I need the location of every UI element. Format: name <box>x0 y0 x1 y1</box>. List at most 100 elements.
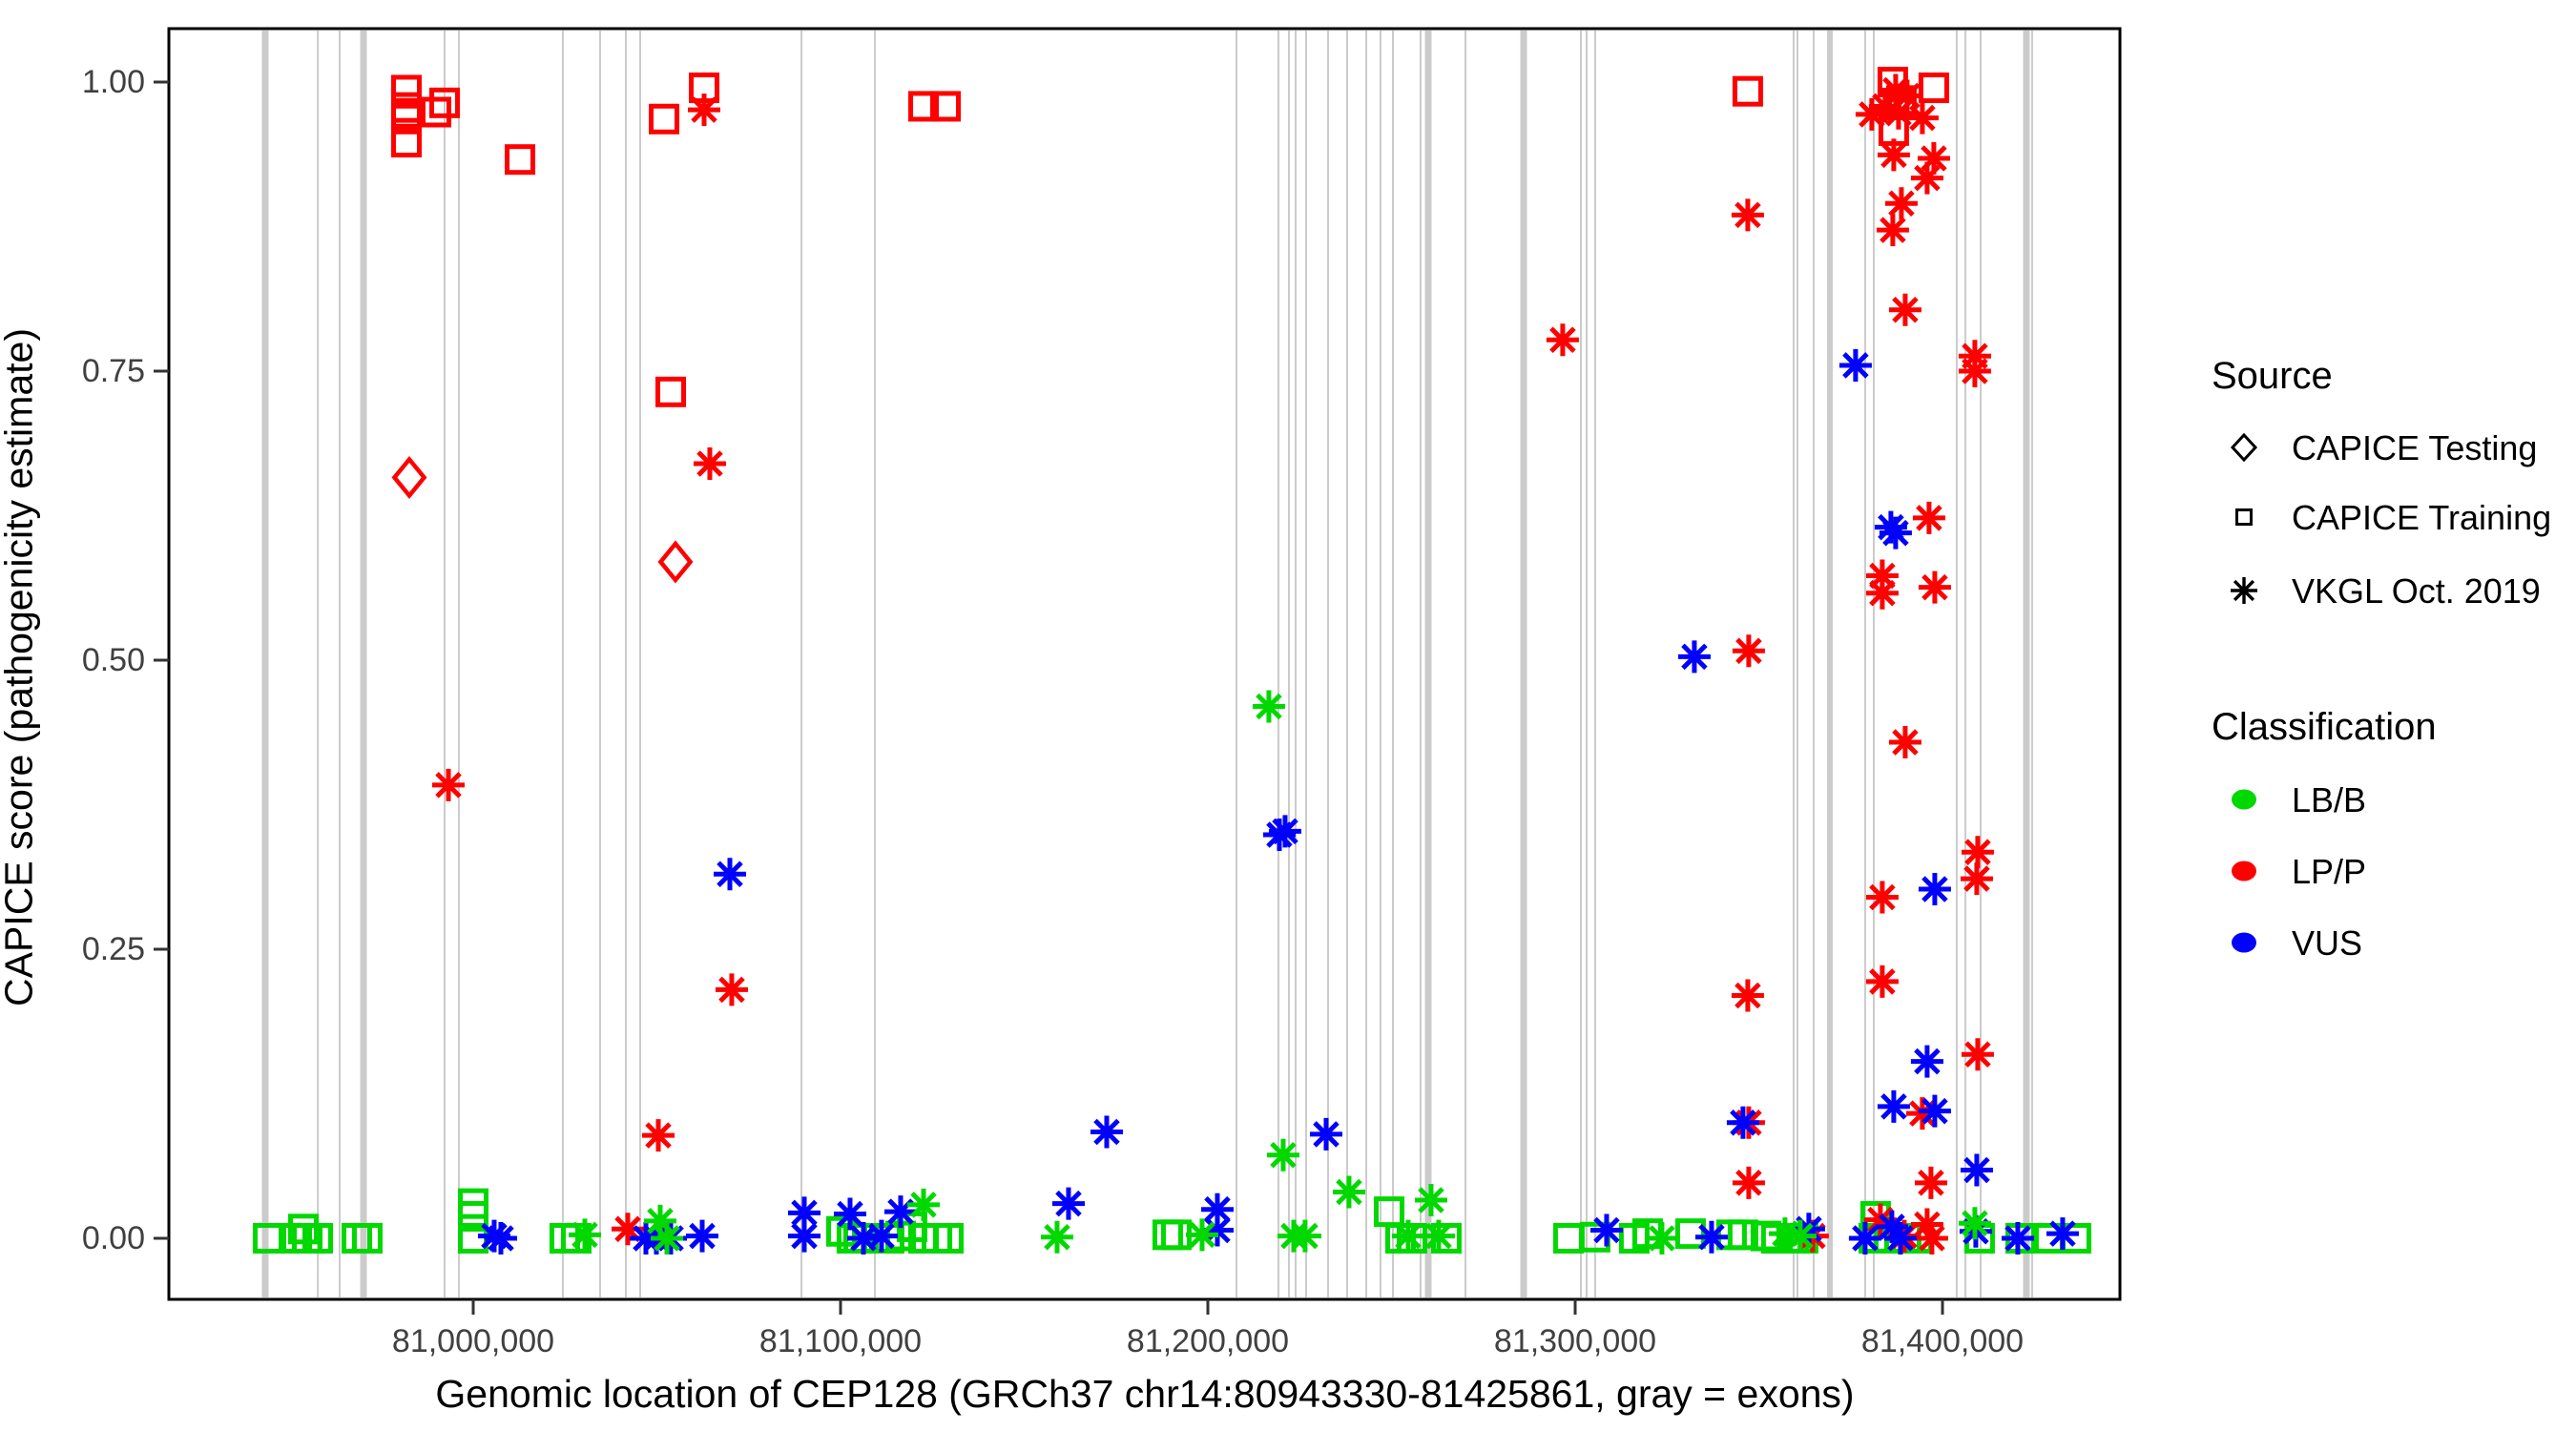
data-point-square <box>932 1223 964 1254</box>
data-point-square <box>391 127 423 158</box>
data-point-asterisk <box>686 1219 719 1253</box>
data-point-asterisk <box>612 1213 645 1246</box>
data-point-asterisk <box>569 1218 602 1252</box>
data-point-square <box>302 1223 334 1254</box>
data-point-asterisk <box>1879 73 1912 107</box>
data-point-asterisk <box>1732 1166 1765 1199</box>
data-point-asterisk <box>1877 1089 1910 1123</box>
data-point-square <box>655 376 687 407</box>
data-point-asterisk <box>1958 1207 1991 1240</box>
legend-item-label: VKGL Oct. 2019 <box>2292 571 2541 611</box>
data-point-asterisk <box>432 768 466 801</box>
data-point-asterisk <box>1890 79 1923 113</box>
data-point-asterisk <box>1732 634 1765 668</box>
data-point-asterisk <box>1961 836 1994 869</box>
x-tick-label: 81,000,000 <box>391 1323 555 1359</box>
data-point-asterisk <box>693 446 726 480</box>
data-point-asterisk <box>651 1222 684 1255</box>
data-point-asterisk <box>1268 815 1301 848</box>
data-point-square <box>420 96 451 128</box>
x-axis-title: Genomic location of CEP128 (GRCh37 chr14… <box>435 1372 1855 1416</box>
data-point-asterisk <box>1910 161 1943 195</box>
legend-item-label: LB/B <box>2292 780 2367 819</box>
data-point-square <box>505 144 536 176</box>
data-point-asterisk <box>1040 1220 1073 1254</box>
data-point-asterisk <box>1266 1138 1299 1172</box>
data-point-square <box>253 1223 284 1254</box>
data-point-asterisk <box>1677 640 1711 674</box>
data-point-asterisk <box>1910 1045 1943 1078</box>
red-dot-icon <box>2232 861 2256 881</box>
data-point-asterisk <box>1546 323 1579 357</box>
data-point-asterisk <box>1391 1219 1424 1253</box>
data-point-square <box>1552 1223 1584 1254</box>
data-point-asterisk <box>1912 501 1945 534</box>
data-point-asterisk <box>1888 726 1922 759</box>
asterisk-icon <box>2231 577 2257 604</box>
data-point-asterisk <box>833 1197 866 1231</box>
x-tick-label: 81,200,000 <box>1126 1323 1290 1359</box>
legend-item-label: LP/P <box>2292 852 2367 891</box>
data-point-asterisk <box>1332 1175 1365 1209</box>
data-point-asterisk <box>1694 1220 1728 1254</box>
data-point-asterisk <box>1881 96 1915 130</box>
data-point-asterisk <box>1855 97 1888 131</box>
data-point-asterisk <box>484 1222 517 1255</box>
data-point-asterisk <box>1877 138 1910 172</box>
data-point-square <box>351 1223 383 1254</box>
data-point-asterisk <box>1879 516 1912 550</box>
data-point-asterisk <box>644 1204 677 1237</box>
data-point-asterisk <box>1051 1187 1085 1220</box>
data-point-asterisk <box>1645 1222 1678 1255</box>
data-point-square <box>458 1200 488 1232</box>
diamond-icon <box>2230 432 2258 463</box>
data-point-asterisk <box>1589 1213 1623 1247</box>
data-point-asterisk <box>1868 90 1901 123</box>
data-point-asterisk <box>1910 1208 1943 1241</box>
data-point-asterisk <box>883 1195 917 1229</box>
data-point-asterisk <box>788 1219 821 1253</box>
data-point-asterisk <box>1961 1038 1994 1071</box>
data-point-asterisk <box>1863 1203 1897 1236</box>
data-point-asterisk <box>1865 964 1899 998</box>
data-point-asterisk <box>1200 1192 1234 1226</box>
data-point-asterisk <box>1884 187 1918 220</box>
blue-dot-icon <box>2232 932 2256 953</box>
data-point-asterisk <box>1731 198 1764 232</box>
data-point-asterisk <box>1309 1117 1342 1151</box>
data-point-asterisk <box>864 1219 898 1253</box>
data-point-asterisk <box>642 1119 675 1152</box>
data-point-square <box>908 91 940 122</box>
data-point-asterisk <box>2001 1222 2034 1255</box>
data-point-square <box>429 87 461 118</box>
data-point-asterisk <box>1865 576 1899 610</box>
data-point-asterisk <box>1288 1219 1321 1253</box>
data-point-asterisk <box>1917 141 1950 175</box>
data-point-square <box>649 103 680 135</box>
data-point-square <box>391 74 423 106</box>
data-point-asterisk <box>1839 348 1872 382</box>
data-point-asterisk <box>1905 101 1939 135</box>
data-point-square <box>1727 1219 1758 1251</box>
x-tick-label: 81,100,000 <box>758 1323 923 1359</box>
data-point-asterisk <box>2046 1217 2079 1251</box>
data-point-asterisk <box>907 1188 941 1221</box>
y-tick-label: 1.00 <box>81 64 145 100</box>
legend-source-title: Source <box>2212 355 2333 397</box>
data-point-asterisk <box>1918 1094 1951 1128</box>
data-point-asterisk <box>1914 1166 1947 1199</box>
data-point-square <box>1918 73 1949 104</box>
y-tick-label: 0.00 <box>81 1220 145 1256</box>
data-point-diamond <box>657 540 694 584</box>
x-tick-label: 81,300,000 <box>1493 1323 1657 1359</box>
legend-item-label: CAPICE Training <box>2292 498 2552 537</box>
data-point-asterisk <box>1090 1115 1123 1149</box>
data-point-asterisk <box>714 858 746 891</box>
data-point-asterisk <box>1783 1219 1817 1253</box>
data-point-asterisk <box>1883 1222 1917 1255</box>
green-dot-icon <box>2232 789 2256 810</box>
data-point-asterisk <box>1200 1213 1234 1247</box>
data-point-asterisk <box>1422 1219 1455 1253</box>
data-point-asterisk <box>1918 872 1951 905</box>
